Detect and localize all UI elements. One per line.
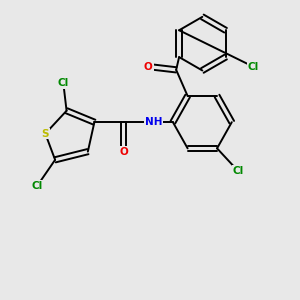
Text: Cl: Cl [233,166,244,176]
Text: Cl: Cl [248,61,259,72]
Text: O: O [144,61,153,72]
Text: NH: NH [145,117,162,127]
Text: Cl: Cl [58,78,69,88]
Text: O: O [119,147,128,157]
Text: Cl: Cl [32,181,43,191]
Text: S: S [42,129,49,139]
